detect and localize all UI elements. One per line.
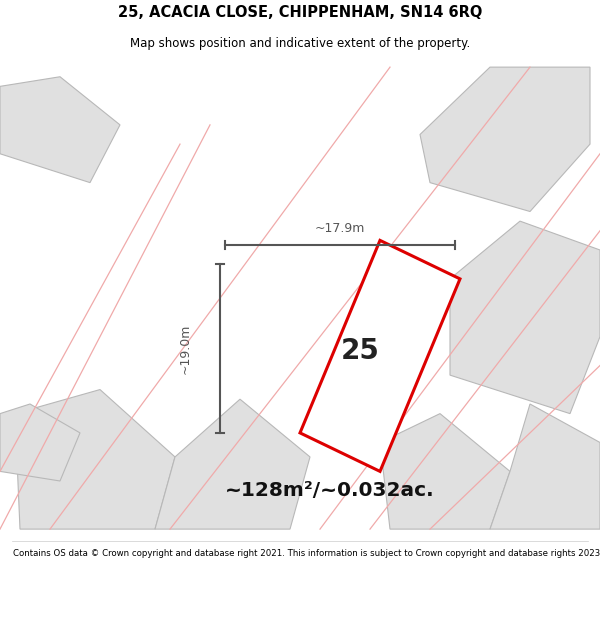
Polygon shape [450,221,600,414]
Text: 25, ACACIA CLOSE, CHIPPENHAM, SN14 6RQ: 25, ACACIA CLOSE, CHIPPENHAM, SN14 6RQ [118,5,482,20]
Text: Map shows position and indicative extent of the property.: Map shows position and indicative extent… [130,37,470,49]
Polygon shape [300,241,460,471]
Polygon shape [15,389,175,529]
Polygon shape [420,67,590,211]
Text: ~17.9m: ~17.9m [315,222,365,236]
Text: ~19.0m: ~19.0m [179,324,191,374]
Polygon shape [0,404,80,481]
Polygon shape [0,77,120,182]
Text: 25: 25 [341,337,379,365]
Polygon shape [155,399,310,529]
Text: ~128m²/~0.032ac.: ~128m²/~0.032ac. [225,481,435,500]
Polygon shape [380,414,510,529]
Polygon shape [490,404,600,529]
Text: Contains OS data © Crown copyright and database right 2021. This information is : Contains OS data © Crown copyright and d… [13,549,600,558]
